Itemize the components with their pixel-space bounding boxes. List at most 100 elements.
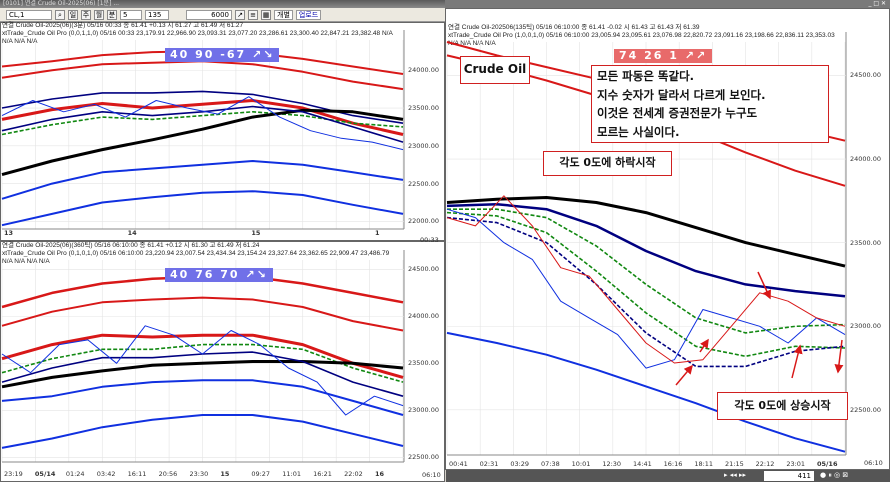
x-tick-label: 16 — [375, 470, 385, 478]
x-tick-label: 11:01 — [282, 470, 301, 478]
series-line — [446, 208, 846, 369]
symbol-input[interactable]: CL,1 — [6, 9, 52, 20]
x-tick-label: 14:41 — [633, 460, 652, 468]
series-line — [446, 331, 846, 453]
chart-tool-icon[interactable]: ▦ — [261, 9, 271, 20]
arrow-annotation — [757, 271, 771, 300]
x-tick-label: 05/16 — [817, 460, 838, 468]
series-line — [446, 196, 846, 268]
time-readout: 00:33 — [420, 236, 439, 244]
x-tick-label: 07:38 — [541, 460, 560, 468]
x-tick-label: 23:19 — [4, 470, 23, 478]
x-tick-label: 10:01 — [571, 460, 591, 468]
price-info: 연결 Crude Oil-2025(06)(360틱) 05/16 06:10:… — [2, 242, 260, 249]
series-line — [1, 379, 404, 416]
y-tick-label: 24500.00 — [850, 71, 882, 80]
signal-badge: 40 90 -67 ↗↘ — [165, 48, 280, 62]
right-titlebar: _ □ ✕ — [445, 0, 890, 8]
arrow-annotation — [699, 338, 709, 353]
zoom-controls-icon[interactable]: ● ⏸ ◎ ⊠ — [820, 471, 849, 479]
x-tick-label: 22:02 — [344, 470, 363, 478]
x-tick-label: 23:30 — [189, 470, 209, 478]
y-tick-label: 22000.00 — [408, 217, 440, 226]
x-tick-label: 16:16 — [663, 460, 683, 468]
y-tick-label: 23500.00 — [408, 104, 440, 113]
x-tick-label: 18:11 — [694, 460, 714, 468]
y-tick-label: 23000.00 — [408, 141, 440, 150]
x-tick-label: 01:24 — [65, 470, 85, 478]
y-tick-label: 23500.00 — [408, 359, 440, 368]
count-select[interactable]: 135 — [145, 9, 169, 20]
x-tick-label: 14 — [127, 229, 137, 237]
x-tick-label: 05/14 — [34, 470, 56, 478]
price-info: 연결 Crude Oil-202506(135틱) 05/16 06:10:00… — [448, 24, 700, 31]
signal-badge: 40 76 70 ↗↘ — [165, 268, 273, 282]
y-tick-label: 24000.00 — [408, 312, 440, 321]
chart-scrollbar[interactable]: ▸ ◂◂ ▸▸ 411 ● ⏸ ◎ ⊠ — [446, 470, 890, 482]
chart-tool-icon[interactable]: ≡ — [248, 9, 258, 20]
x-tick-label: 23:01 — [786, 460, 806, 468]
series-line — [446, 211, 846, 358]
toolbar: CL,1 ⌕ 일 주 월 분 5 135 6000 ↗ ≡ ▦ 개별 업로드 — [0, 8, 445, 22]
y-tick-label: 23000.00 — [408, 406, 440, 415]
x-tick-label: 22:12 — [755, 460, 775, 468]
series-line — [446, 216, 846, 368]
x-tick-label: 1 — [375, 229, 380, 237]
x-tick-label: 16:21 — [313, 470, 332, 478]
window-controls[interactable]: _ □ ✕ — [868, 0, 886, 7]
x-tick-label: 02:31 — [479, 460, 499, 468]
series-line — [1, 360, 404, 389]
nav-arrows-icon[interactable]: ▸ ◂◂ ▸▸ — [724, 471, 747, 479]
rise-annotation: 각도 0도에 상승시작 — [717, 392, 848, 420]
time-readout: 06:10 — [864, 459, 883, 467]
indicator-values: xtTrade_Crude Oil Pro (1,0,0,1,0) 05/16 … — [448, 32, 835, 47]
y-tick-label: 22500.00 — [850, 405, 882, 414]
x-tick-label: 00:41 — [449, 460, 468, 468]
series-line — [447, 208, 846, 334]
price-info: 연결 Crude Oil-2025(06)(3분) 05/16 00:33 종 … — [2, 22, 244, 29]
y-tick-label: 22500.00 — [408, 453, 440, 462]
period-week-button[interactable]: 주 — [81, 9, 91, 20]
series-line — [446, 195, 846, 364]
chart-tool-icon[interactable]: ↗ — [235, 9, 245, 20]
interval-select[interactable]: 5 — [120, 9, 142, 20]
search-icon[interactable]: ⌕ — [55, 9, 65, 20]
y-tick-label: 23500.00 — [850, 238, 882, 247]
note-line: 지수 숫자가 달라서 다르게 보인다. — [597, 87, 766, 102]
indicator-values: xtTrade_Crude Oil Pro (0,0,1,1,0) 05/16 … — [2, 30, 393, 45]
indicator-values: xtTrade_Crude Oil Pro (0,1,0,1,0) 05/16 … — [2, 250, 390, 265]
arrow-annotation — [791, 344, 803, 379]
series-line — [1, 105, 404, 143]
amount-input[interactable]: 6000 — [186, 9, 232, 20]
individual-button[interactable]: 개별 — [274, 9, 293, 20]
note-line: 이것은 전세계 증권전문가 누구도 — [597, 106, 758, 120]
x-tick-label: 16:11 — [127, 470, 147, 478]
series-line — [1, 99, 404, 136]
series-line — [1, 96, 404, 151]
series-line — [1, 296, 404, 332]
period-minute-button[interactable]: 분 — [107, 9, 117, 20]
y-tick-label: 24000.00 — [850, 155, 882, 164]
signal-badge: 74 26 1 ↗↗ — [614, 49, 713, 63]
x-tick-label: 20:56 — [158, 470, 178, 478]
x-tick-label: 15 — [251, 229, 261, 237]
window-titlebar: [0101] 연결 Crude Oil-2025(06) [1분] ... — [0, 0, 445, 8]
x-tick-label: 13 — [4, 229, 14, 237]
y-tick-label: 22500.00 — [408, 179, 440, 188]
arrow-annotation — [834, 339, 844, 374]
y-tick-label: 24500.00 — [408, 265, 440, 274]
series-line — [1, 111, 404, 136]
x-tick-label: 12:30 — [602, 460, 622, 468]
series-line — [1, 108, 404, 177]
x-tick-label: 21:15 — [725, 460, 744, 468]
x-tick-label: 09:27 — [251, 470, 271, 478]
note-line: 모든 파동은 똑같다. — [597, 69, 695, 83]
upload-button[interactable]: 업로드 — [295, 9, 322, 20]
fall-annotation: 각도 0도에 하락시작 — [543, 151, 672, 176]
y-tick-label: 23000.00 — [850, 322, 882, 331]
scroll-count[interactable]: 411 — [764, 471, 814, 481]
period-month-button[interactable]: 월 — [94, 9, 104, 20]
note-line: 모르는 사실이다. — [597, 124, 680, 139]
period-day-button[interactable]: 일 — [68, 9, 78, 20]
